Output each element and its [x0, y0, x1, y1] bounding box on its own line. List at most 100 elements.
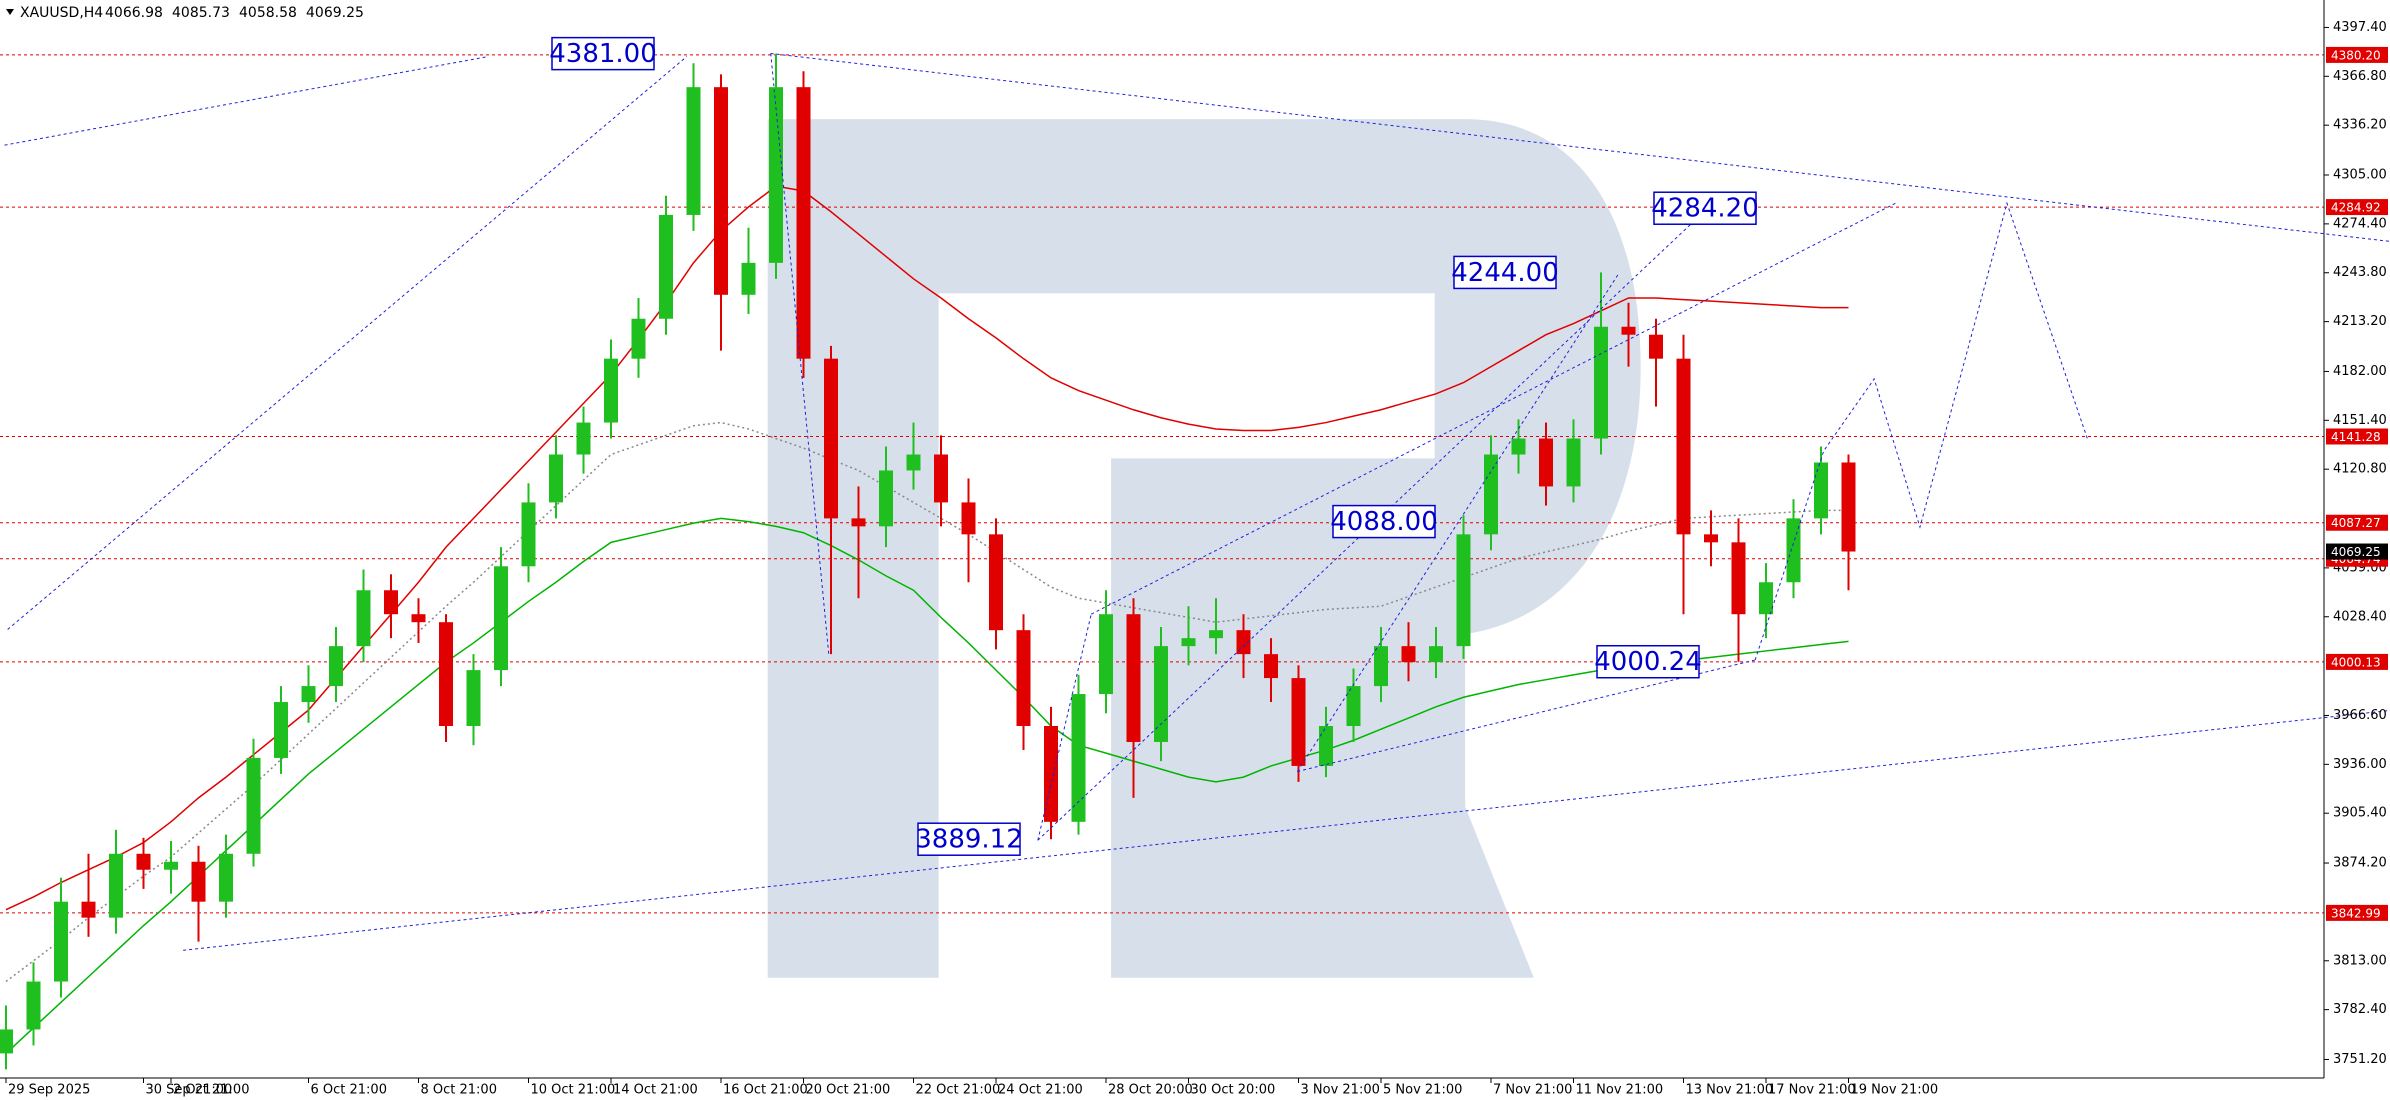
- candle-body: [906, 454, 921, 471]
- candle-body: [1594, 326, 1608, 439]
- candle-body: [714, 87, 728, 295]
- candle-body: [1759, 582, 1773, 615]
- candle-body: [1539, 438, 1553, 487]
- watermark-logo: [767, 119, 1641, 978]
- candle-body: [1401, 646, 1416, 663]
- y-tick-label: 4366.80: [2333, 69, 2387, 84]
- candle-body: [274, 702, 288, 758]
- candle-body: [329, 646, 343, 687]
- y-tick-label: 3782.40: [2333, 1002, 2387, 1017]
- annotation-box: [1453, 255, 1557, 290]
- level-label: 4141.28: [2331, 430, 2381, 444]
- y-tick-label: 4213.20: [2333, 314, 2387, 329]
- candle-body: [136, 853, 151, 870]
- candle-body: [1841, 462, 1856, 552]
- candle-body: [1704, 534, 1718, 543]
- candle-body: [1429, 646, 1443, 663]
- level-label-box: [2326, 514, 2388, 531]
- y-tick-label: 3936.00: [2333, 757, 2387, 772]
- annotation-layer: 4381.00 4284.20 4244.00 4088.00 4000.24 3889.…: [549, 36, 1759, 856]
- header-arrow: [6, 9, 14, 15]
- candle-body: [439, 622, 453, 727]
- candle-body: [1044, 726, 1058, 822]
- x-tick-label: 30 Oct 20:00: [1191, 1083, 1276, 1098]
- candle-body: [631, 318, 646, 359]
- x-tick-label: 3 Nov 21:00: [1301, 1083, 1380, 1098]
- x-tick-label: 19 Nov 21:00: [1851, 1083, 1939, 1098]
- candle-body: [1319, 726, 1333, 766]
- candle-body: [1676, 358, 1691, 535]
- trend-line: [771, 53, 2390, 241]
- candle-body: [1649, 334, 1663, 359]
- level-label-box: [2326, 653, 2388, 670]
- candle-body: [1786, 518, 1801, 583]
- candle-body: [1621, 326, 1636, 335]
- candle-body: [1154, 646, 1168, 742]
- candle-body: [1814, 462, 1828, 519]
- candle-body: [81, 901, 96, 918]
- candle-body: [1181, 638, 1196, 647]
- trend-line: [8, 57, 687, 630]
- x-tick-label: 24 Oct 21:00: [998, 1083, 1083, 1098]
- candle-body: [1374, 646, 1388, 687]
- x-tick-label: 5 Nov 21:00: [1383, 1083, 1462, 1098]
- level-label: 4284.92: [2331, 201, 2381, 215]
- candle-body: [686, 87, 701, 215]
- x-tick-label: 28 Oct 20:00: [1108, 1083, 1193, 1098]
- y-tick-label: 3905.40: [2333, 806, 2387, 821]
- annotation-label: 4244.00: [1451, 258, 1559, 288]
- candle-body: [824, 358, 838, 519]
- candle-body: [0, 1029, 13, 1054]
- candle-body: [879, 470, 893, 527]
- y-tick-label: 4182.00: [2333, 364, 2387, 379]
- level-label-box: [2326, 199, 2388, 216]
- y-tick-label: 4243.80: [2333, 265, 2387, 280]
- header-low: 4058.58: [239, 5, 297, 21]
- candle-body: [1566, 438, 1581, 487]
- candle-body: [26, 981, 41, 1030]
- candle-body: [769, 87, 783, 263]
- annotation-label: 4381.00: [549, 39, 657, 69]
- level-label-box: [2326, 428, 2388, 445]
- candle-body: [1099, 614, 1113, 695]
- candle-body: [384, 590, 398, 615]
- candle-body: [1456, 534, 1471, 647]
- trend-line: [1297, 275, 1618, 772]
- header-high: 4085.73: [172, 5, 230, 21]
- y-tick-label: 3966.60: [2333, 708, 2387, 723]
- y-tick-label: 4028.40: [2333, 609, 2387, 624]
- y-tick-label: 4274.40: [2333, 216, 2387, 231]
- candle-body: [659, 214, 673, 319]
- y-tick-label: 4120.80: [2333, 462, 2387, 477]
- annotation-label: 4000.24: [1594, 647, 1702, 677]
- x-tick-label: 7 Nov 21:00: [1493, 1083, 1572, 1098]
- candle-body: [961, 502, 976, 535]
- annotation-label: 3889.12: [915, 825, 1023, 855]
- candle-layer: [0, 53, 1856, 1070]
- candle-body: [411, 614, 426, 623]
- candle-body: [604, 358, 618, 423]
- header-close: 4069.25: [306, 5, 364, 21]
- candle-body: [934, 454, 948, 503]
- axis-layer: 4397.40 4366.80 4336.20 4305.00 4274.40 4243.…: [5, 20, 2388, 1098]
- y-tick-label: 3874.20: [2333, 856, 2387, 871]
- candle-body: [191, 861, 206, 902]
- trend-line: [5, 57, 489, 146]
- x-tick-label: 14 Oct 21:00: [613, 1083, 698, 1098]
- trend-line: [183, 710, 2390, 950]
- y-tick-label: 3813.00: [2333, 953, 2387, 968]
- candle-body: [466, 670, 481, 727]
- level-label: 4087.27: [2331, 516, 2381, 530]
- symbol: XAUUSD,H4: [20, 5, 103, 21]
- candle-body: [741, 262, 756, 295]
- x-tick-label: 8 Oct 21:00: [421, 1083, 497, 1098]
- annotation-box: [1332, 504, 1436, 539]
- candle-body: [1236, 630, 1251, 655]
- x-tick-label: 2 Oct 21:00: [173, 1083, 249, 1098]
- x-tick-label: 11 Nov 21:00: [1576, 1083, 1664, 1098]
- candle-body: [301, 686, 316, 703]
- x-tick-label: 30 Sep 21:00: [146, 1083, 233, 1098]
- indicator-layer: [0, 54, 2324, 1054]
- candle-body: [576, 422, 591, 455]
